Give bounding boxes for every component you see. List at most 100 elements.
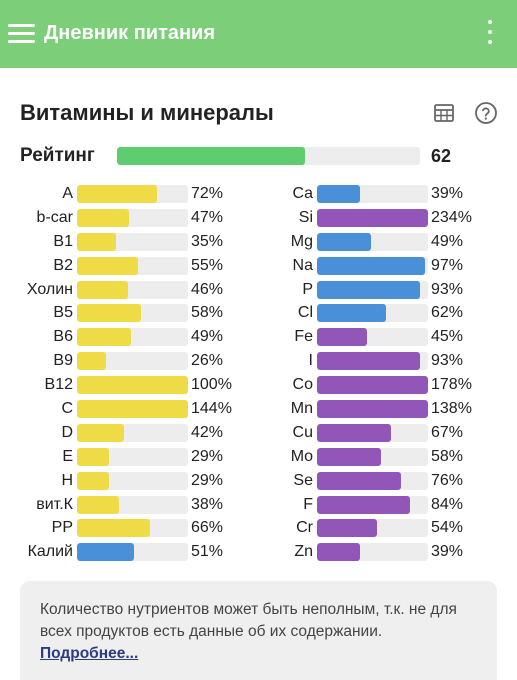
nutrient-bar — [317, 352, 428, 371]
nutrient-value: 46% — [191, 280, 224, 298]
nutrient-bar-fill — [317, 447, 382, 466]
nutrient-bar — [77, 471, 188, 490]
nutrient-value: 97% — [431, 256, 464, 274]
nutrient-value: 55% — [191, 256, 224, 274]
nutrient-value: 62% — [431, 304, 464, 322]
nutrient-bar — [317, 232, 428, 251]
nutrient-value: 49% — [191, 328, 224, 346]
nutrient-value: 67% — [431, 423, 464, 441]
rating-bar — [117, 147, 420, 165]
nutrient-bar — [77, 185, 188, 203]
nutrient-value: 93% — [431, 352, 464, 370]
nutrient-bar-fill — [77, 304, 142, 323]
nutrient-bar-fill — [317, 256, 425, 275]
nutrient-label: P — [302, 280, 313, 298]
nutrient-label: PP — [51, 519, 73, 537]
table-icon[interactable] — [433, 102, 455, 124]
nutrient-bar-fill — [317, 471, 402, 490]
nutrient-bar-fill — [317, 376, 428, 395]
nutrient-value: 39% — [431, 185, 464, 202]
nutrient-bar-fill — [317, 400, 428, 419]
nutrient-bar-fill — [317, 519, 377, 538]
nutrient-value: 54% — [431, 519, 464, 537]
nutrient-value: 234% — [431, 208, 472, 226]
nutrient-bar-fill — [77, 328, 132, 347]
nutrient-bar — [317, 447, 428, 466]
nutrient-bar — [317, 328, 428, 347]
nutrient-label: Zn — [294, 543, 313, 561]
nutrient-value: 35% — [191, 232, 224, 250]
nutrient-label: Cu — [292, 423, 313, 441]
nutrient-bar — [77, 256, 188, 275]
nutrient-value: 45% — [431, 328, 464, 346]
nutrient-bar-fill — [317, 232, 372, 251]
hamburger-icon[interactable] — [8, 24, 35, 44]
nutrient-label: B12 — [44, 376, 73, 394]
nutrient-bar — [77, 400, 188, 419]
nutrient-label: Cl — [297, 304, 313, 322]
nutrient-label: Si — [298, 208, 313, 226]
nutrient-label: Mg — [290, 232, 313, 250]
app-bar: Дневник питания — [0, 0, 517, 68]
nutrient-bar — [317, 185, 428, 203]
nutrient-label: B2 — [53, 256, 73, 274]
nutrient-value: 93% — [431, 280, 464, 298]
nutrient-value: 29% — [191, 447, 224, 465]
nutrient-label: вит.К — [36, 495, 73, 513]
nutrient-bar-fill — [77, 185, 157, 203]
nutrient-value: 66% — [191, 519, 224, 537]
nutrient-value: 26% — [191, 352, 224, 370]
nutrient-bar — [317, 495, 428, 514]
nutrient-bar — [77, 543, 188, 562]
nutrient-bar-fill — [77, 495, 120, 514]
nutrient-label: B5 — [53, 304, 73, 322]
nutrient-label: C — [61, 400, 73, 418]
nutrient-bar — [77, 495, 188, 514]
rating-label: Рейтинг — [20, 145, 95, 166]
nutrient-bar-fill — [317, 280, 421, 299]
nutrient-label: A — [62, 185, 73, 202]
nutrient-bar — [77, 352, 188, 371]
nutrient-bar-fill — [317, 352, 421, 371]
nutrient-bar-fill — [317, 185, 361, 203]
section-title: Витамины и минералы — [20, 100, 274, 125]
nutrient-label: H — [61, 471, 73, 489]
nutrient-label: Na — [292, 256, 313, 274]
nutrient-bar — [317, 471, 428, 490]
nutrient-label: B9 — [53, 352, 73, 370]
nutrient-label: Cr — [296, 519, 313, 537]
nutrient-bar-fill — [77, 376, 188, 395]
nutrient-bar — [77, 328, 188, 347]
more-vert-icon[interactable] — [485, 20, 495, 50]
more-link[interactable]: Подробнее... — [40, 645, 139, 662]
nutrient-value: 84% — [431, 495, 464, 513]
nutrient-bar — [317, 400, 428, 419]
nutrient-bar-fill — [317, 543, 361, 562]
nutrient-label: Fe — [294, 328, 313, 346]
nutrient-value: 178% — [431, 376, 472, 394]
info-note: Количество нутриентов может быть неполны… — [20, 581, 497, 680]
nutrient-bar-fill — [77, 232, 116, 251]
nutrient-value: 58% — [191, 304, 224, 322]
nutrient-bar-fill — [77, 400, 188, 419]
nutrient-bar — [317, 280, 428, 299]
nutrient-value: 47% — [191, 208, 224, 226]
nutrient-bar — [317, 256, 428, 275]
nutrient-label: b-car — [36, 208, 73, 226]
app-title: Дневник питания — [44, 22, 216, 44]
nutrient-bar-fill — [77, 352, 106, 371]
nutrient-bar-fill — [77, 256, 139, 275]
nutrient-label: D — [61, 423, 73, 441]
nutrient-bar-fill — [317, 495, 411, 514]
info-note-text: Количество нутриентов может быть неполны… — [40, 601, 457, 640]
nutrient-bar — [77, 304, 188, 323]
nutrient-bar — [317, 208, 428, 227]
nutrient-label: Se — [293, 471, 313, 489]
nutrient-bar — [317, 304, 428, 323]
nutrient-bar — [317, 376, 428, 395]
help-circle-icon[interactable] — [474, 101, 498, 125]
nutrient-bar — [317, 519, 428, 538]
nutrient-label: Co — [292, 376, 313, 394]
rating-value: 62 — [431, 146, 452, 166]
nutrient-bar-fill — [317, 208, 428, 227]
